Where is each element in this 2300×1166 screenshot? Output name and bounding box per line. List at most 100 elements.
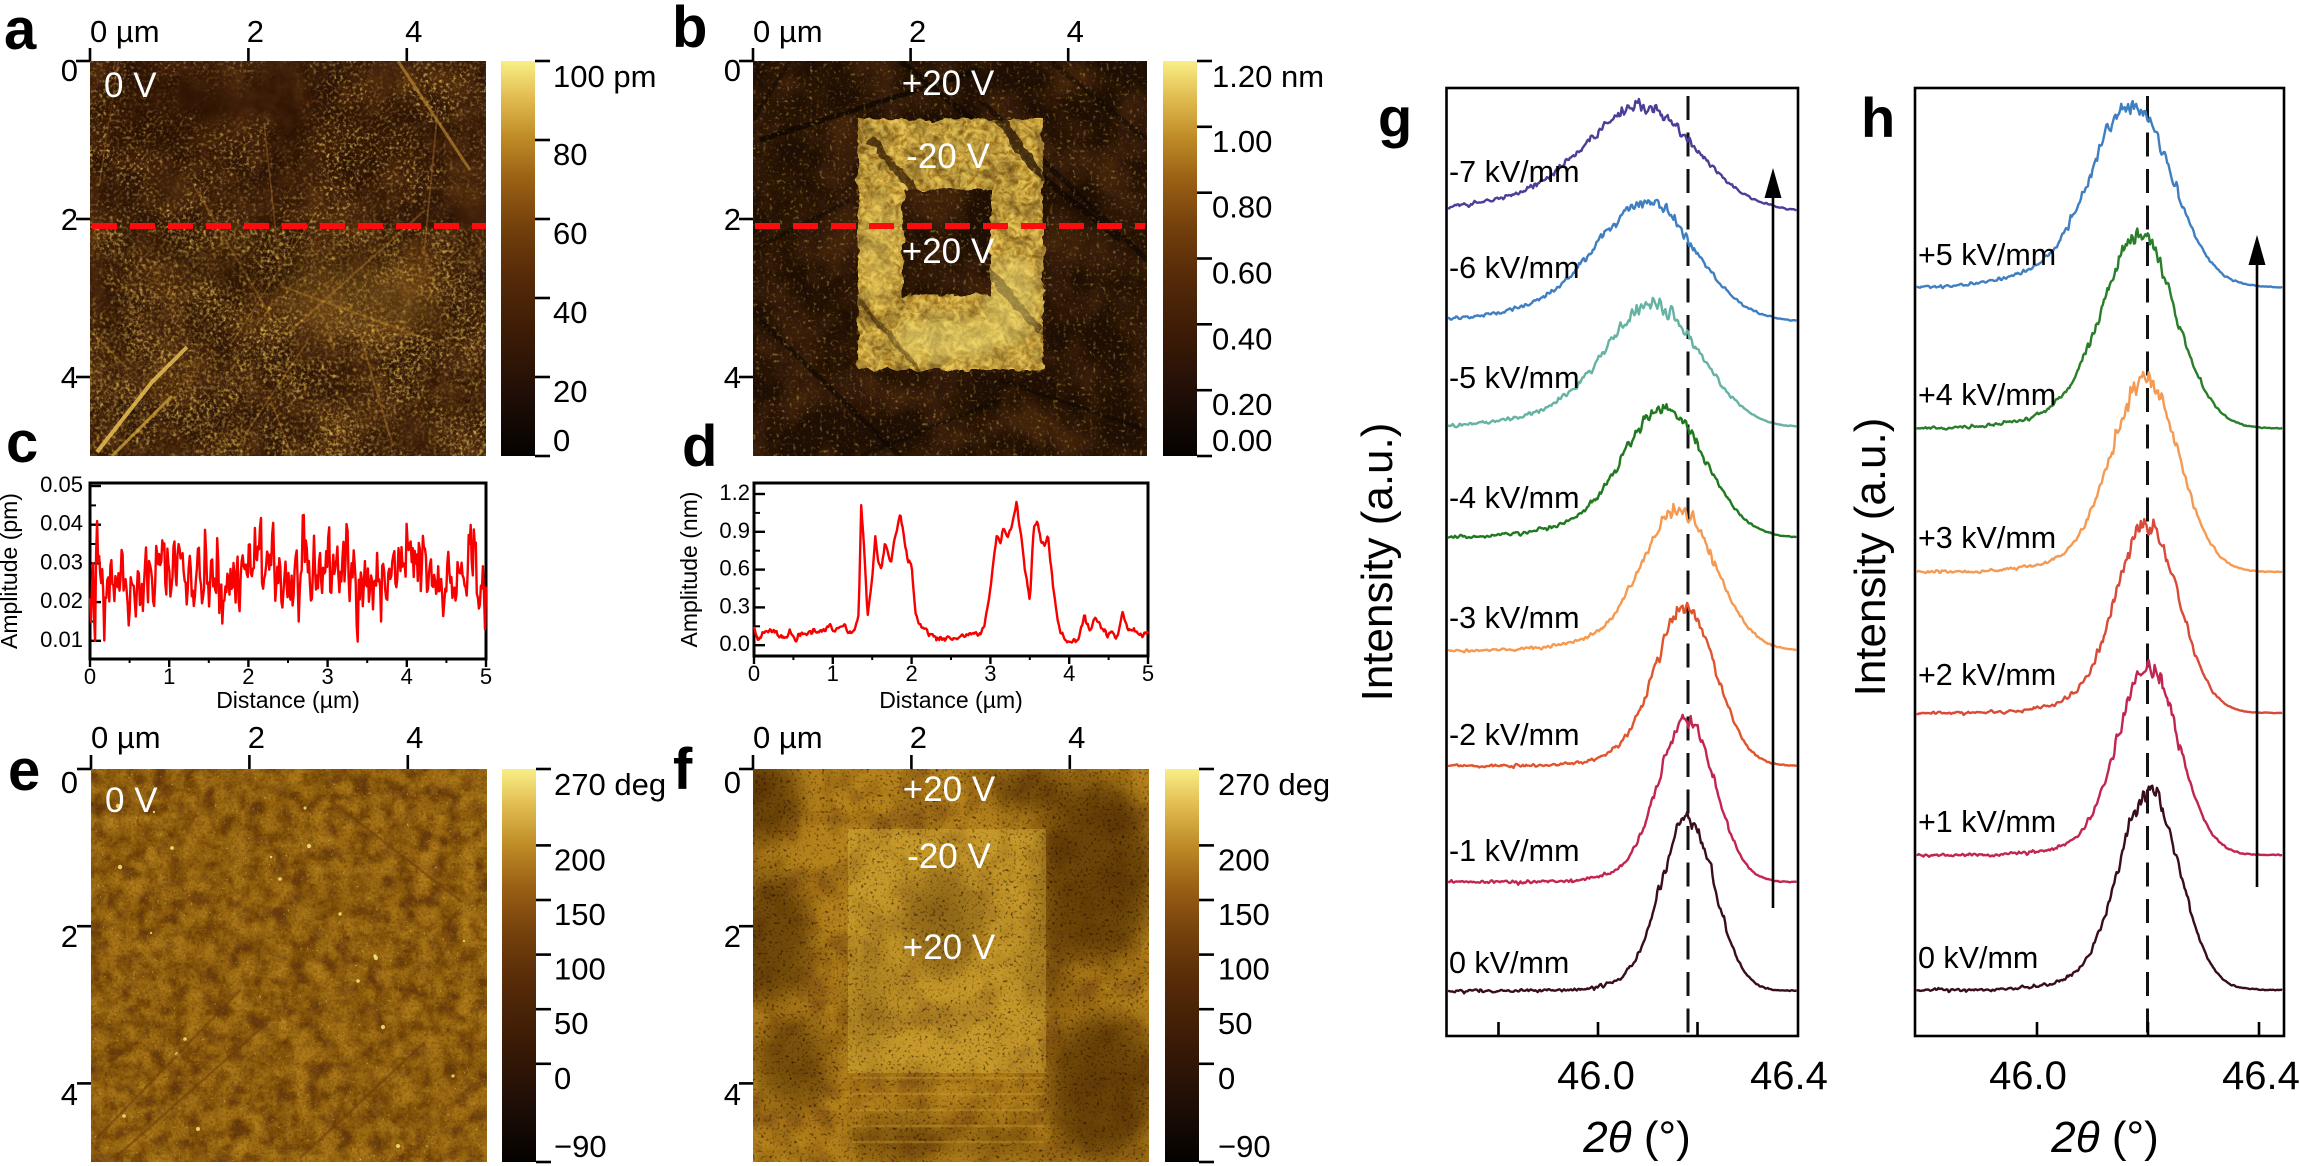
svg-text:-20 V: -20 V	[906, 137, 990, 176]
svg-text:0: 0	[554, 1061, 571, 1096]
svg-text:-20 V: -20 V	[907, 837, 991, 876]
svg-text:-2 kV/mm: -2 kV/mm	[1449, 718, 1579, 752]
svg-text:0: 0	[1218, 1061, 1235, 1096]
svg-text:270 deg: 270 deg	[1218, 767, 1330, 802]
svg-text:Amplitude (pm): Amplitude (pm)	[0, 493, 22, 649]
svg-text:+2 kV/mm: +2 kV/mm	[1918, 658, 2056, 692]
svg-text:2: 2	[61, 919, 78, 954]
svg-text:0 µm: 0 µm	[753, 720, 823, 755]
svg-text:-7 kV/mm: -7 kV/mm	[1449, 155, 1579, 189]
svg-text:0.80: 0.80	[1212, 190, 1272, 225]
svg-text:2: 2	[724, 202, 741, 237]
svg-text:−90: −90	[1218, 1129, 1271, 1164]
svg-text:60: 60	[553, 216, 587, 251]
svg-text:46.4: 46.4	[2222, 1054, 2300, 1098]
svg-text:Distance (µm): Distance (µm)	[879, 687, 1023, 713]
svg-text:4: 4	[1067, 14, 1084, 49]
svg-text:20: 20	[553, 374, 587, 409]
svg-text:200: 200	[554, 842, 606, 877]
svg-text:100: 100	[1218, 952, 1270, 987]
svg-text:0.0: 0.0	[719, 631, 750, 656]
svg-text:1.20 nm: 1.20 nm	[1212, 59, 1324, 94]
svg-text:0.04: 0.04	[40, 511, 83, 536]
svg-text:-3 kV/mm: -3 kV/mm	[1449, 601, 1579, 635]
svg-text:0: 0	[84, 664, 96, 689]
svg-text:46.0: 46.0	[1989, 1054, 2067, 1098]
svg-text:+4 kV/mm: +4 kV/mm	[1918, 378, 2056, 412]
svg-text:3: 3	[321, 664, 333, 689]
svg-text:a: a	[4, 0, 37, 62]
svg-text:+3 kV/mm: +3 kV/mm	[1918, 521, 2056, 555]
svg-text:Amplitude (nm): Amplitude (nm)	[676, 492, 702, 648]
svg-text:0 µm: 0 µm	[90, 14, 160, 49]
svg-text:2: 2	[905, 661, 917, 686]
svg-text:+1 kV/mm: +1 kV/mm	[1918, 805, 2056, 839]
svg-text:2: 2	[248, 720, 265, 755]
svg-text:1.00: 1.00	[1212, 124, 1272, 159]
svg-text:d: d	[682, 414, 717, 479]
svg-text:h: h	[1861, 86, 1895, 149]
svg-text:-4 kV/mm: -4 kV/mm	[1449, 481, 1579, 515]
svg-text:4: 4	[405, 14, 422, 49]
svg-text:4: 4	[1068, 720, 1085, 755]
svg-text:4: 4	[401, 664, 413, 689]
svg-text:+20 V: +20 V	[902, 64, 995, 103]
svg-text:150: 150	[1218, 897, 1270, 932]
svg-text:5: 5	[1142, 661, 1154, 686]
svg-text:100 pm: 100 pm	[553, 59, 656, 94]
svg-text:40: 40	[553, 295, 587, 330]
svg-text:0.05: 0.05	[40, 472, 83, 497]
svg-text:1: 1	[827, 661, 839, 686]
svg-text:Intensity (a.u.): Intensity (a.u.)	[1846, 418, 1895, 697]
svg-text:0.3: 0.3	[719, 593, 750, 618]
svg-text:0: 0	[61, 765, 78, 800]
svg-text:4: 4	[406, 720, 423, 755]
svg-text:1.2: 1.2	[719, 480, 750, 505]
svg-text:-6 kV/mm: -6 kV/mm	[1449, 251, 1579, 285]
svg-text:1: 1	[163, 664, 175, 689]
svg-text:5: 5	[480, 664, 492, 689]
svg-text:270 deg: 270 deg	[554, 767, 666, 802]
svg-text:200: 200	[1218, 842, 1270, 877]
svg-text:+20 V: +20 V	[903, 770, 996, 809]
svg-text:0.40: 0.40	[1212, 321, 1272, 356]
svg-text:0.20: 0.20	[1212, 387, 1272, 422]
svg-text:2θ (°): 2θ (°)	[1582, 1113, 1690, 1162]
svg-text:80: 80	[553, 137, 587, 172]
svg-text:50: 50	[1218, 1006, 1252, 1041]
svg-text:0 µm: 0 µm	[753, 14, 823, 49]
svg-text:+5 kV/mm: +5 kV/mm	[1918, 238, 2056, 272]
svg-text:Intensity (a.u.): Intensity (a.u.)	[1353, 423, 1402, 702]
svg-text:150: 150	[554, 897, 606, 932]
svg-text:2: 2	[242, 664, 254, 689]
svg-text:Distance (µm): Distance (µm)	[216, 687, 360, 713]
svg-text:100: 100	[554, 952, 606, 987]
svg-text:0.00: 0.00	[1212, 423, 1272, 458]
svg-text:3: 3	[984, 661, 996, 686]
svg-text:0: 0	[724, 765, 741, 800]
svg-text:e: e	[8, 738, 40, 803]
svg-text:0: 0	[748, 661, 760, 686]
svg-text:50: 50	[554, 1006, 588, 1041]
svg-text:0 kV/mm: 0 kV/mm	[1449, 946, 1569, 980]
svg-text:0 kV/mm: 0 kV/mm	[1918, 941, 2038, 975]
svg-text:2: 2	[247, 14, 264, 49]
svg-text:g: g	[1378, 86, 1412, 149]
svg-text:0.03: 0.03	[40, 549, 83, 574]
svg-text:2θ (°): 2θ (°)	[2050, 1113, 2158, 1162]
svg-text:0: 0	[724, 53, 741, 88]
svg-text:2: 2	[909, 14, 926, 49]
svg-text:f: f	[673, 737, 693, 802]
svg-text:0 V: 0 V	[105, 781, 158, 820]
svg-text:2: 2	[61, 202, 78, 237]
svg-text:46.4: 46.4	[1750, 1054, 1828, 1098]
svg-text:-5 kV/mm: -5 kV/mm	[1449, 361, 1579, 395]
svg-text:4: 4	[61, 1077, 78, 1112]
svg-text:-1 kV/mm: -1 kV/mm	[1449, 834, 1579, 868]
svg-text:0.60: 0.60	[1212, 256, 1272, 291]
svg-text:0.9: 0.9	[719, 518, 750, 543]
svg-text:4: 4	[1063, 661, 1075, 686]
svg-text:0 V: 0 V	[104, 66, 157, 105]
svg-text:c: c	[6, 410, 38, 475]
svg-text:2: 2	[910, 720, 927, 755]
